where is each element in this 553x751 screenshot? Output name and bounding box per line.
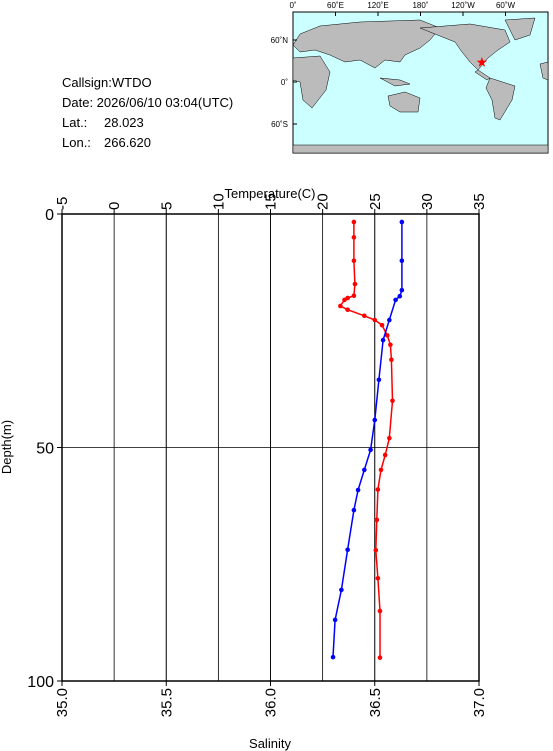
x2-tick-label: 35.5 — [158, 688, 175, 717]
land — [292, 19, 441, 69]
map-lat-label: 60˚S — [271, 120, 288, 129]
profile-point — [372, 417, 378, 423]
map-lon-label: 60˚E — [327, 1, 344, 10]
x2-axis-title: Salinity — [249, 736, 291, 751]
land — [504, 17, 536, 41]
profile-point — [389, 357, 394, 363]
map-lon-label: 120˚E — [367, 1, 388, 10]
profile-point — [377, 655, 383, 660]
profile-point — [375, 487, 381, 492]
profile-point — [338, 303, 343, 309]
land — [387, 91, 421, 113]
profile-point — [368, 447, 373, 453]
profile-line — [332, 221, 403, 658]
lon: 266.620 — [104, 135, 151, 150]
profile-point — [332, 617, 338, 623]
callsign: Callsign:WTDO — [62, 75, 152, 90]
profile-point — [351, 258, 357, 264]
x-tick-label: 10 — [210, 193, 227, 210]
y-tick-label: 100 — [27, 674, 54, 691]
profile-point — [382, 452, 388, 458]
profile-point — [362, 467, 367, 473]
profile-point — [379, 322, 385, 328]
y-tick-label: 50 — [36, 441, 54, 458]
profile-point — [351, 507, 357, 513]
profile-point — [388, 342, 393, 348]
y-axis-title: Depth(m) — [0, 420, 14, 474]
map-lon-label: 120˚W — [451, 1, 475, 10]
station-marker — [476, 56, 488, 67]
lat: 28.023 — [104, 115, 144, 130]
profile-point — [362, 313, 367, 319]
map-lon-label: 0˚ — [289, 1, 296, 10]
x-tick-label: -5 — [54, 197, 71, 210]
profile-point — [345, 547, 350, 553]
profile-point — [352, 281, 358, 287]
profile-point — [342, 297, 347, 303]
map-lat-label: 60˚N — [271, 36, 289, 45]
profile-point — [377, 608, 383, 614]
land — [539, 61, 549, 81]
x2-tick-label: 35.0 — [54, 688, 71, 717]
profile-point — [399, 287, 405, 293]
profile-point — [384, 333, 390, 338]
profile-point — [351, 293, 357, 299]
profile-line — [339, 221, 394, 658]
map-lon-label: 60˚W — [496, 1, 516, 10]
profile-point — [373, 547, 379, 553]
profile-point — [375, 575, 381, 581]
date: Date: 2026/06/10 03:04(UTC) — [62, 95, 233, 110]
profile-point — [376, 377, 382, 383]
profile-point — [390, 398, 395, 404]
x-tick-label: 20 — [315, 193, 332, 210]
profile-point — [387, 435, 392, 441]
x-tick-label: 25 — [367, 193, 384, 210]
profile-point — [397, 293, 403, 299]
land — [474, 69, 491, 81]
profile-point — [393, 297, 398, 303]
profile-point — [345, 307, 350, 313]
x-tick-label: 30 — [419, 193, 436, 210]
profile-point — [378, 467, 384, 473]
profile-point — [351, 219, 357, 225]
map-lat-label: 0˚ — [281, 78, 288, 87]
profile-point — [330, 654, 336, 660]
x-tick-label: 15 — [263, 193, 280, 210]
map — [292, 11, 549, 154]
x2-tick-label: 37.0 — [471, 688, 488, 717]
lon-label: Lon.: — [62, 135, 91, 150]
y-tick-label: 0 — [45, 207, 54, 224]
x-axis-title: Temperature(C) — [224, 186, 315, 201]
profile-point — [387, 317, 392, 323]
x-tick-label: 5 — [158, 202, 175, 210]
lat-label: Lat.: — [62, 115, 87, 130]
land — [292, 17, 549, 154]
x2-tick-label: 36.0 — [263, 688, 280, 717]
x-tick-label: 35 — [471, 193, 488, 210]
profile-point — [372, 317, 378, 323]
land — [485, 77, 516, 121]
x2-tick-label: 36.5 — [367, 688, 384, 717]
profile-point — [399, 219, 405, 225]
profile-point — [339, 587, 344, 593]
map-lon-label: 180˚ — [412, 1, 428, 10]
profile-point — [374, 517, 380, 523]
x-tick-label: 0 — [106, 202, 123, 210]
land — [292, 55, 331, 109]
land — [379, 77, 411, 87]
profile-point — [355, 487, 361, 493]
land — [292, 144, 549, 154]
profile-point — [399, 258, 405, 264]
profile-point — [351, 235, 357, 240]
profile-point — [380, 337, 386, 343]
